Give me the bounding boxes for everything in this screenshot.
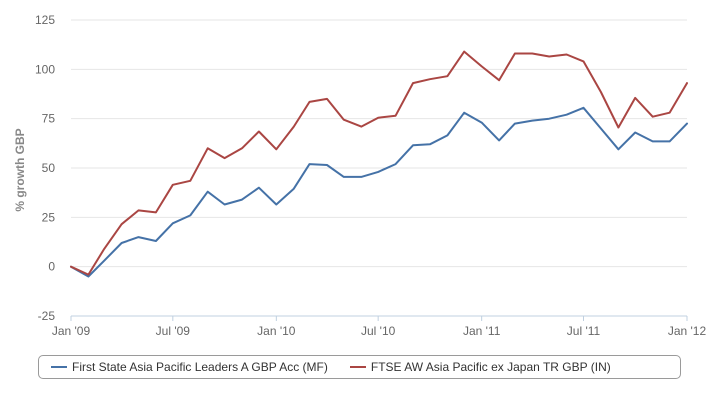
legend-item-series-1[interactable]: First State Asia Pacific Leaders A GBP A… [51, 360, 328, 374]
y-tick-label: -25 [38, 309, 56, 323]
y-tick-label: 125 [35, 13, 55, 27]
y-tick-label: 75 [42, 112, 56, 126]
chart-legend: First State Asia Pacific Leaders A GBP A… [38, 355, 681, 379]
chart-series [70, 50, 688, 278]
legend-item-series-2[interactable]: FTSE AW Asia Pacific ex Japan TR GBP (IN… [349, 360, 611, 374]
y-axis: 125 100 75 50 25 0 -25 [35, 13, 55, 323]
legend-swatch-series-2 [349, 366, 366, 368]
legend-swatch-series-1 [51, 366, 67, 368]
series-line-1[interactable] [70, 106, 688, 278]
x-tick-label: Jul '10 [361, 324, 396, 338]
x-tick-label: Jan '09 [52, 324, 91, 338]
x-tick-label: Jan '12 [668, 324, 707, 338]
x-tick-label: Jan '10 [257, 324, 296, 338]
y-tick-label: 50 [42, 161, 56, 175]
legend-label-series-2: FTSE AW Asia Pacific ex Japan TR GBP (IN… [370, 360, 611, 374]
x-tick-label: Jul '09 [156, 324, 191, 338]
y-tick-label: 25 [42, 210, 56, 224]
series-line-2[interactable] [70, 50, 688, 276]
x-axis: Jan '09 Jul '09 Jan '10 Jul '10 Jan '11 Jul '… [52, 315, 707, 338]
x-tick-label: Jul '11 [567, 324, 601, 338]
y-tick-label: 0 [48, 260, 55, 274]
y-tick-label: 100 [35, 62, 55, 76]
x-tick-label: Jan '11 [463, 324, 501, 338]
y-axis-label: % growth GBP [13, 128, 27, 211]
legend-label-series-1: First State Asia Pacific Leaders A GBP A… [72, 360, 328, 374]
chart-grid [71, 19, 687, 317]
